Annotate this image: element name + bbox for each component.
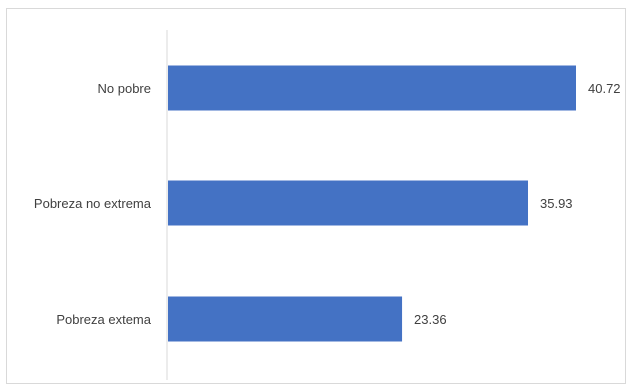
- bar-3: [168, 296, 403, 342]
- bar-1: [168, 65, 576, 111]
- data-labels-group: 40.72 35.93 23.36: [414, 81, 620, 327]
- data-label-3: 23.36: [414, 312, 447, 327]
- category-label-2: Pobreza no extrema: [34, 196, 152, 211]
- category-labels-group: No pobre Pobreza no extrema Pobreza extema: [34, 81, 152, 327]
- data-label-1: 40.72: [588, 81, 621, 96]
- bar-2: [168, 180, 529, 226]
- bars-group: [168, 65, 576, 342]
- category-label-3: Pobreza extema: [56, 312, 151, 327]
- data-label-2: 35.93: [540, 196, 573, 211]
- category-label-1: No pobre: [98, 81, 151, 96]
